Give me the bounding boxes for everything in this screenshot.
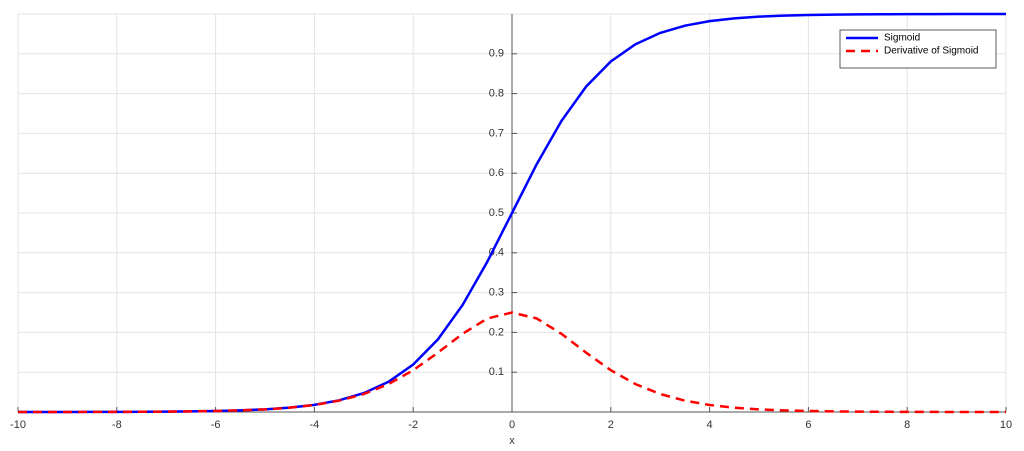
legend-label: Derivative of Sigmoid <box>884 46 978 57</box>
x-tick-label: 8 <box>904 419 910 431</box>
x-tick-label: -6 <box>211 419 221 431</box>
y-tick-label: 0.1 <box>489 366 504 378</box>
series-line <box>17 12 1007 414</box>
x-tick-label: 10 <box>1000 419 1012 431</box>
x-tick-label: -10 <box>10 419 26 431</box>
x-tick-label: 4 <box>707 419 713 431</box>
x-tick-label: 6 <box>805 419 811 431</box>
x-tick-label: -8 <box>112 419 122 431</box>
y-tick-label: 0.5 <box>489 207 504 219</box>
y-tick-label: 0.2 <box>489 326 504 338</box>
series-line <box>17 311 1007 414</box>
x-tick-label: 0 <box>509 419 515 431</box>
legend-box <box>839 29 997 69</box>
legend-label: Sigmoid <box>884 33 920 44</box>
x-tick-label: -2 <box>408 419 418 431</box>
y-tick-label: 0.3 <box>489 287 504 299</box>
y-tick-label: 0.4 <box>489 247 504 259</box>
legend: Sigmoid Derivative of Sigmoid <box>839 29 997 69</box>
x-tick-label: 2 <box>608 419 614 431</box>
y-tick-label: 0.9 <box>489 48 504 60</box>
x-tick-label: -4 <box>310 419 320 431</box>
y-tick-label: 0.7 <box>489 127 504 139</box>
y-tick-label: 0.8 <box>489 88 504 100</box>
x-axis-label: x <box>509 435 515 447</box>
y-tick-label: 0.6 <box>489 167 504 179</box>
